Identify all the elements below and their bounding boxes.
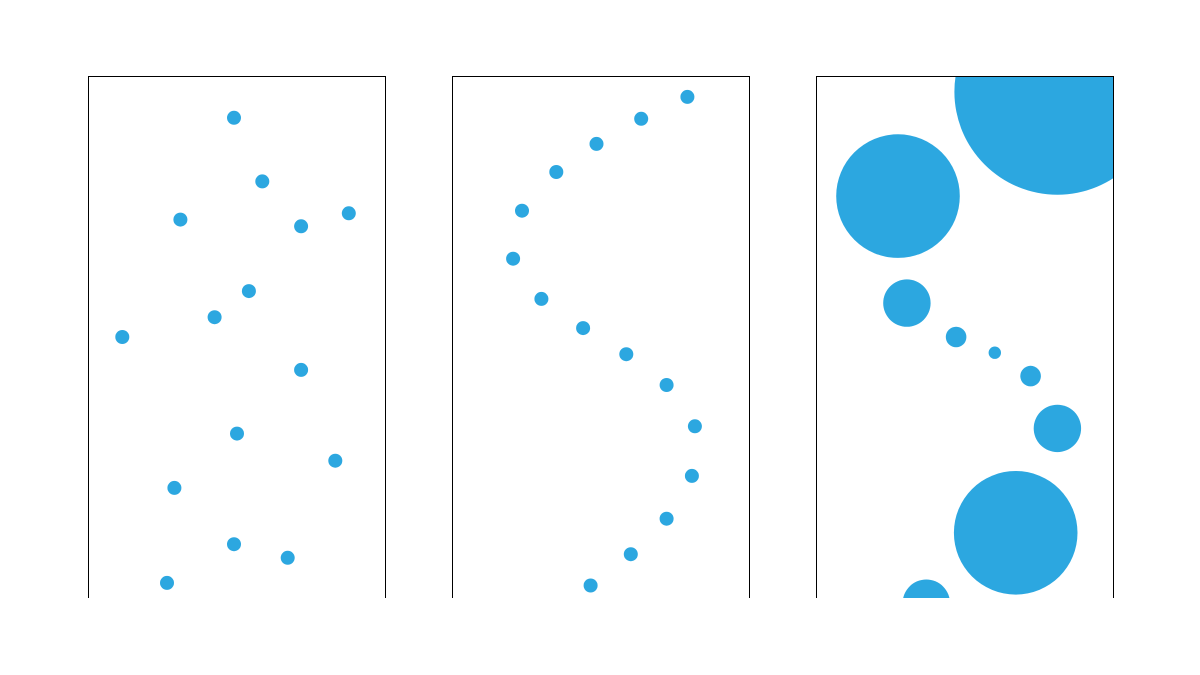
scatter-point-1 [227, 110, 241, 125]
scatter-point-9 [619, 347, 634, 362]
scatter-point-4 [294, 219, 309, 234]
scatter-point-9 [294, 362, 309, 377]
scatter-point-15 [160, 575, 174, 590]
scatter-panel-1 [88, 76, 386, 598]
scatter-point-11 [328, 453, 343, 468]
plot-frame [816, 76, 1114, 598]
scatter-point-6 [241, 284, 256, 299]
scatter-panel-3 [816, 76, 1114, 598]
scatter-point-10 [230, 426, 244, 441]
scatter-point-14 [280, 550, 295, 565]
scatter-point-12 [167, 480, 182, 495]
bubble-point-9 [903, 579, 950, 598]
scatter-point-8 [115, 330, 130, 344]
scatter-point-4 [549, 165, 564, 179]
bubble-point-8 [953, 471, 1078, 595]
scatter-point-13 [227, 537, 241, 552]
scatter-panel-2 [452, 76, 750, 598]
bubble-point-7 [1033, 404, 1082, 453]
points-group [115, 110, 356, 590]
bubble-point-4 [945, 326, 967, 348]
scatter-point-5 [341, 206, 356, 221]
scatter-point-2 [255, 174, 270, 189]
scatter-point-2 [634, 111, 649, 126]
bubble-point-5 [988, 346, 1001, 359]
scatter-point-1 [680, 89, 695, 104]
bubble-point-2 [836, 134, 960, 258]
bubble-point-6 [1020, 365, 1041, 387]
scatter-point-10 [659, 378, 674, 392]
scatter-point-8 [576, 321, 591, 336]
points-group [506, 89, 702, 593]
scatter-point-6 [506, 251, 521, 266]
bubble-point-3 [883, 279, 931, 327]
plot-frame [452, 76, 750, 598]
scatter-point-7 [207, 310, 222, 325]
scatter-point-7 [534, 291, 549, 306]
scatter-point-5 [515, 203, 529, 218]
scatter-point-14 [623, 547, 638, 562]
points-group [836, 76, 1114, 598]
scatter-point-3 [589, 136, 604, 151]
scatter-point-15 [583, 578, 598, 593]
scatter-point-13 [659, 511, 674, 526]
bubble-point-1 [954, 76, 1114, 195]
plot-frame [88, 76, 386, 598]
scatter-point-11 [687, 419, 702, 434]
scatter-point-12 [684, 468, 699, 483]
scatter-point-3 [173, 212, 188, 227]
